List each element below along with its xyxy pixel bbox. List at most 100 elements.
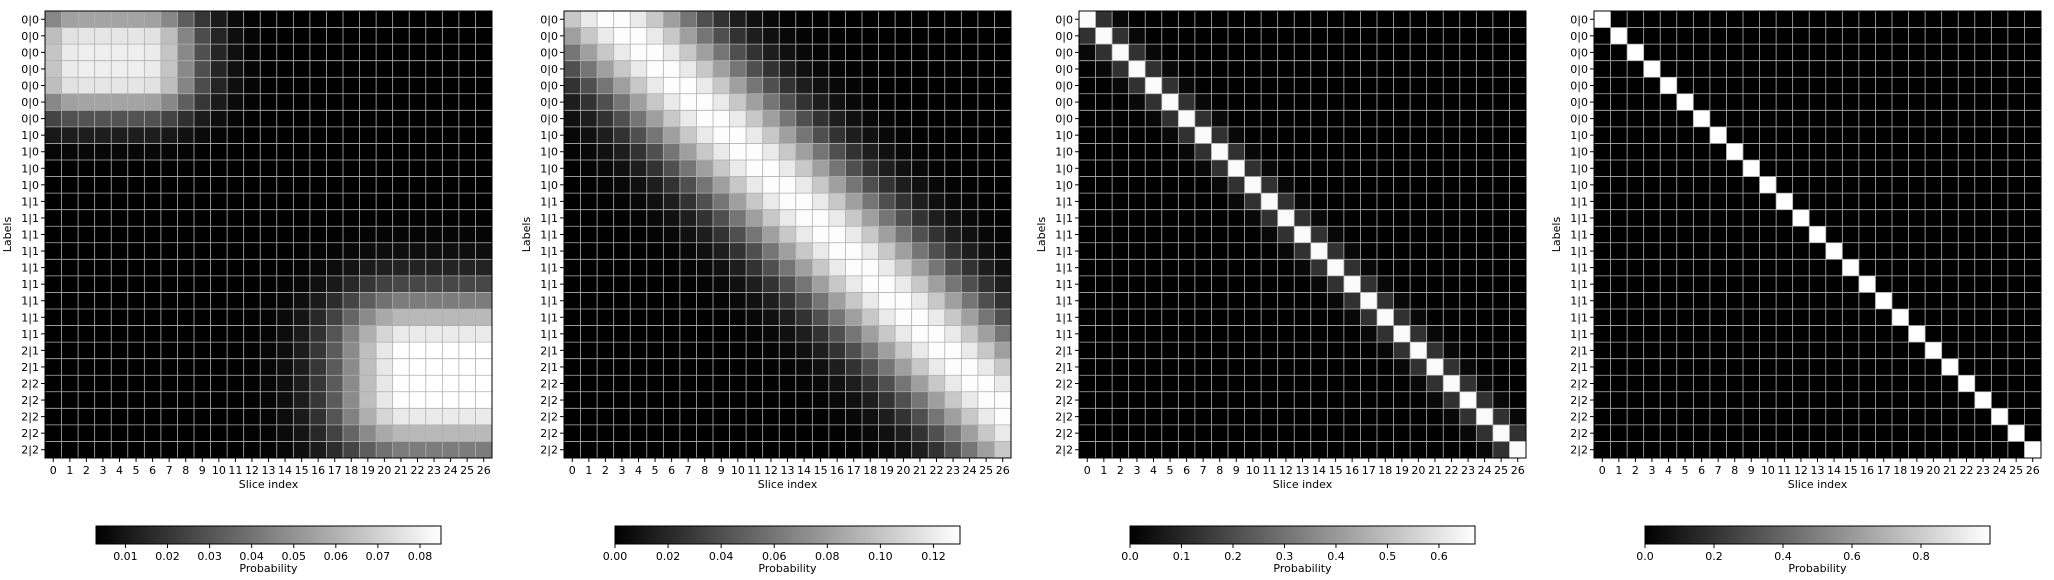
heatmap-cell-r9-c3 — [613, 160, 631, 177]
heatmap-cell-r11-c16 — [1858, 193, 1876, 210]
heatmap-cell-r5-c18 — [862, 93, 879, 111]
x-tick-label: 22 — [1960, 464, 1974, 477]
heatmap-cell-r1-c19 — [359, 27, 377, 45]
heatmap-cell-r7-c19 — [1393, 126, 1411, 144]
heatmap-cell-r25-c12 — [243, 424, 261, 442]
x-tick-label: 0 — [569, 464, 576, 477]
x-tick-label: 22 — [930, 464, 944, 477]
x-tick-label: 15 — [1329, 464, 1343, 477]
heatmap-cell-r19-c16 — [828, 325, 846, 343]
heatmap-cell-r8-c1 — [580, 143, 598, 161]
heatmap-cell-r25-c10 — [210, 424, 228, 442]
y-tick-label: 2|1 — [1570, 361, 1588, 374]
heatmap-cell-r14-c5 — [1161, 242, 1179, 260]
heatmap-cell-r25-c17 — [326, 424, 344, 442]
heatmap-cell-r9-c17 — [845, 160, 863, 177]
heatmap-cell-r12-c6 — [1178, 209, 1196, 227]
heatmap-cell-r19-c15 — [1327, 325, 1345, 343]
heatmap-cell-r17-c8 — [177, 292, 195, 310]
heatmap-cell-r10-c2 — [597, 176, 614, 194]
heatmap-cell-r23-c3 — [613, 391, 631, 409]
heatmap-cell-r13-c25 — [977, 226, 995, 244]
heatmap-cell-r0-c10 — [210, 11, 228, 28]
heatmap-cell-r19-c4 — [1145, 325, 1163, 343]
x-tick-label: 22 — [411, 464, 425, 477]
heatmap-cell-r10-c15 — [1842, 176, 1860, 194]
heatmap-cell-r16-c0 — [1079, 275, 1096, 293]
heatmap-cell-r2-c4 — [1145, 44, 1163, 61]
heatmap-cell-r1-c12 — [243, 27, 261, 45]
heatmap-cell-r20-c1 — [1610, 342, 1628, 359]
heatmap-cell-r6-c5 — [127, 110, 145, 128]
heatmap-cell-r4-c10 — [1244, 77, 1262, 95]
heatmap-cell-r20-c11 — [746, 342, 763, 359]
y-tick-label: 2|2 — [540, 444, 558, 457]
heatmap-cell-r5-c0 — [1079, 93, 1096, 111]
heatmap-cell-r8-c17 — [1875, 143, 1893, 161]
heatmap-cell-r14-c19 — [1393, 242, 1411, 260]
heatmap-cell-r1-c14 — [795, 27, 813, 45]
heatmap-cell-r13-c6 — [1178, 226, 1196, 244]
heatmap-cell-r2-c6 — [144, 44, 162, 61]
heatmap-cell-r16-c11 — [1261, 275, 1278, 293]
heatmap-cell-r14-c22 — [1958, 242, 1976, 260]
heatmap-cell-r1-c26 — [994, 27, 1012, 45]
x-tick-label: 10 — [1761, 464, 1775, 477]
heatmap-cell-r11-c1 — [1610, 193, 1628, 210]
heatmap-cell-r12-c3 — [94, 209, 112, 227]
heatmap-cell-r2-c5 — [1161, 44, 1179, 61]
heatmap-cell-r23-c14 — [1310, 391, 1328, 409]
heatmap-cell-r23-c17 — [1875, 391, 1893, 409]
heatmap-cell-r21-c25 — [1492, 358, 1510, 376]
heatmap-cell-r13-c22 — [1443, 226, 1461, 244]
heatmap-cell-r16-c13 — [1294, 275, 1312, 293]
heatmap-cell-r3-c4 — [1660, 60, 1678, 78]
heatmap-cell-r22-c23 — [944, 375, 962, 393]
heatmap-cell-r2-c23 — [425, 44, 443, 61]
heatmap-cell-r11-c22 — [1443, 193, 1461, 210]
heatmap-cell-r1-c9 — [1228, 27, 1245, 45]
heatmap-cell-r8-c6 — [144, 143, 162, 161]
heatmap-cell-r22-c23 — [1459, 375, 1477, 393]
heatmap-cell-r9-c7 — [1709, 160, 1727, 177]
heatmap-cell-r22-c11 — [1261, 375, 1278, 393]
x-tick-label: 25 — [460, 464, 474, 477]
heatmap-cell-r7-c13 — [260, 126, 278, 144]
heatmap-cell-r15-c16 — [1343, 259, 1361, 277]
heatmap-cell-r8-c19 — [878, 143, 896, 161]
heatmap-cell-r21-c13 — [260, 358, 278, 376]
heatmap-cell-r8-c22 — [409, 143, 427, 161]
heatmap-cell-r23-c23 — [1974, 391, 1992, 409]
heatmap-cell-r6-c1 — [580, 110, 598, 128]
heatmap-cell-r25-c9 — [1228, 424, 1245, 442]
heatmap-cell-r7-c12 — [1792, 126, 1810, 144]
heatmap-cell-r14-c7 — [1194, 242, 1212, 260]
heatmap-cell-r8-c12 — [1277, 143, 1295, 161]
heatmap-cell-r6-c4 — [1660, 110, 1678, 128]
heatmap-cell-r7-c23 — [944, 126, 962, 144]
heatmap-cell-r13-c19 — [359, 226, 377, 244]
heatmap-cell-r7-c9 — [1228, 126, 1245, 144]
heatmap-cell-r16-c4 — [111, 275, 129, 293]
x-tick-label: 24 — [1993, 464, 2007, 477]
heatmap-cell-r10-c20 — [1410, 176, 1427, 194]
heatmap-cell-r22-c19 — [878, 375, 896, 393]
y-tick-label: 1|1 — [1055, 278, 1073, 291]
y-tick-label: 2|2 — [1570, 444, 1588, 457]
heatmap-cell-r15-c12 — [243, 259, 261, 277]
heatmap-cell-r13-c5 — [646, 226, 664, 244]
heatmap-cell-r18-c4 — [111, 309, 129, 326]
heatmap-cell-r15-c3 — [613, 259, 631, 277]
heatmap-cell-r26-c7 — [1709, 441, 1727, 459]
heatmap-cell-r25-c7 — [1194, 424, 1212, 442]
heatmap-cell-r5-c25 — [977, 93, 995, 111]
heatmap-cell-r0-c24 — [1991, 11, 2009, 28]
heatmap-cell-r26-c14 — [1310, 441, 1328, 459]
heatmap-cell-r24-c23 — [944, 408, 962, 426]
heatmap-cell-r1-c20 — [895, 27, 912, 45]
heatmap-cell-r23-c12 — [762, 391, 780, 409]
y-tick-label: 1|1 — [21, 311, 39, 324]
heatmap-cell-r9-c0 — [564, 160, 581, 177]
heatmap-cell-r26-c3 — [94, 441, 112, 459]
heatmap-cell-r0-c20 — [1410, 11, 1427, 28]
